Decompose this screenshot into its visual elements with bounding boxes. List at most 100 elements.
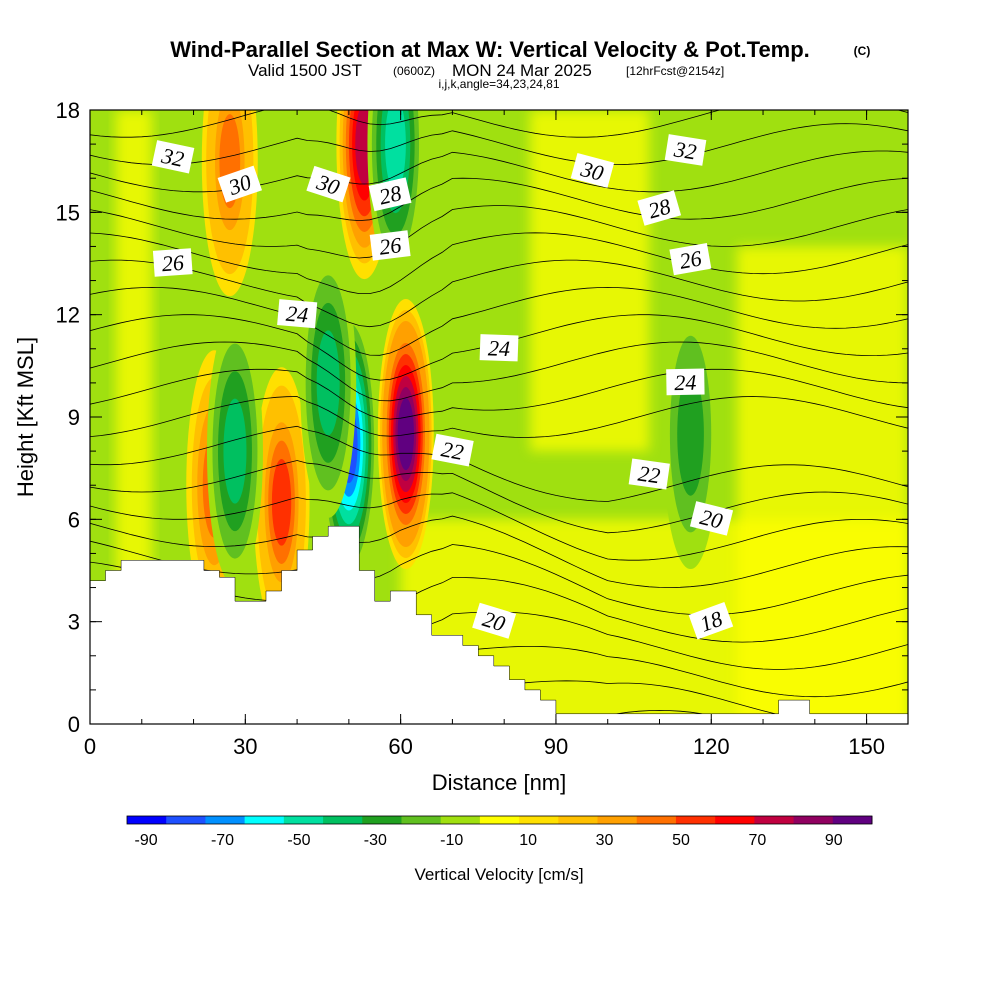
contour-label-text: 24 (285, 301, 309, 328)
colorbar-frame (126, 815, 873, 825)
theta-contour-line (90, 460, 908, 534)
contour-label-box (669, 243, 712, 276)
y-axis: 0 3 6 9 12 15 18 (56, 98, 908, 737)
contour-label-box (689, 501, 734, 536)
colorbar-swatch (558, 816, 599, 824)
theta-contour-line (90, 540, 908, 616)
colorbar-tick-label: 10 (519, 832, 537, 849)
contour-label-box (368, 177, 412, 212)
theta-contour-line (90, 396, 908, 438)
contour-label: 20 (472, 602, 517, 639)
valid-utc: (0600Z) (393, 64, 435, 78)
y-tick-label: 12 (56, 303, 80, 328)
w-level (397, 398, 415, 471)
contour-label-box (217, 165, 263, 203)
colorbar-swatch (479, 816, 520, 824)
grid-indices: i,j,k,angle=34,23,24,81 (438, 77, 559, 91)
x-tick-label: 150 (848, 734, 885, 759)
colorbar-tick-label: 90 (825, 832, 843, 849)
contour-label-text: 32 (672, 136, 699, 164)
contour-label: 20 (689, 501, 734, 536)
theta-contour-line (90, 123, 908, 166)
theta-contour-line (90, 515, 908, 589)
y-tick-label: 15 (56, 200, 80, 225)
x-tick-label: 60 (388, 734, 412, 759)
w-level (385, 110, 406, 192)
contour-label: 24 (666, 368, 705, 396)
w-feature-9 (300, 247, 357, 518)
contour-label-box (369, 230, 411, 261)
colorbar-tick-label: -30 (364, 832, 387, 849)
theta-contour-line (90, 492, 908, 561)
colorbar-swatch (754, 816, 795, 824)
theta-contour-line (90, 341, 908, 402)
contour-label-text: 24 (488, 335, 511, 361)
contour-label: 22 (628, 458, 670, 490)
x-tick-label: 120 (693, 734, 730, 759)
y-tick-label: 18 (56, 98, 80, 123)
colorbar-swatch (205, 816, 246, 824)
y-tick-label: 9 (68, 405, 80, 430)
colorbar-swatch (401, 816, 442, 824)
colorbar-tick-label: -90 (135, 832, 158, 849)
contour-label-box (479, 334, 519, 362)
colorbar: -90 -70 -50 -30 -10 10 30 50 70 90 (126, 815, 873, 849)
contour-label-text: 22 (439, 436, 465, 465)
theta-contour-line (90, 259, 908, 328)
valid-prefix: Valid 1500 JST (248, 61, 362, 80)
contour-label-text: 28 (377, 180, 404, 209)
x-tick-label: 0 (84, 734, 96, 759)
colorbar-swatch (127, 816, 167, 824)
contour-label-text: 26 (677, 245, 703, 273)
colorbar-tick-label: -70 (211, 832, 234, 849)
contour-label-box (431, 433, 474, 467)
valid-date: MON 24 Mar 2025 (452, 61, 592, 80)
w-feature-6 (206, 316, 263, 587)
contour-label-box (666, 368, 705, 396)
w-level (677, 372, 704, 496)
terrain (90, 525, 908, 724)
colorbar-swatch (832, 816, 873, 824)
x-tick-label: 90 (544, 734, 568, 759)
contour-label-box (306, 165, 351, 203)
colorbar-swatch (675, 816, 716, 824)
y-tick-label: 3 (68, 610, 80, 635)
theta-contour-line (90, 232, 908, 294)
chart-title: Wind-Parallel Section at Max W: Vertical… (170, 37, 810, 62)
colorbar-swatch (323, 816, 363, 824)
colorbar-swatch (166, 816, 206, 824)
w-level (223, 398, 247, 504)
contour-label: 32 (664, 134, 707, 166)
colorbar-swatch (440, 816, 481, 824)
contour-label-text: 22 (637, 461, 662, 489)
contour-label-box (637, 190, 682, 226)
colorbar-label: Vertical Velocity [cm/s] (414, 865, 583, 884)
contour-label-box (570, 152, 615, 188)
colorbar-swatch (244, 816, 285, 824)
contour-label-text: 32 (159, 143, 187, 172)
contour-label-box (628, 458, 670, 490)
colorbar-swatch (715, 816, 755, 824)
contour-label: 28 (637, 190, 682, 226)
theta-contour-line (90, 425, 908, 502)
colorbar-swatch (597, 816, 638, 824)
contour-label-box (151, 140, 195, 174)
colorbar-swatch (362, 816, 402, 824)
contour-label-box (277, 299, 318, 329)
colorbar-tick-label: 30 (596, 832, 614, 849)
colorbar-swatch (636, 816, 677, 824)
contour-label: 32 (151, 140, 195, 174)
contour-label-box (688, 602, 734, 640)
contour-label: 22 (431, 433, 474, 467)
colorbar-tick-label: -10 (440, 832, 463, 849)
contour-label-text: 26 (161, 250, 185, 276)
x-tick-label: 30 (233, 734, 257, 759)
contour-label-box (152, 248, 193, 277)
x-axis: 0 30 60 90 120 150 (84, 110, 885, 759)
x-axis-label: Distance [nm] (432, 770, 567, 795)
contour-label-box (472, 602, 517, 639)
colorbar-swatch (283, 816, 324, 824)
contour-label: 30 (217, 165, 263, 203)
w-feature-0 (377, 299, 434, 570)
